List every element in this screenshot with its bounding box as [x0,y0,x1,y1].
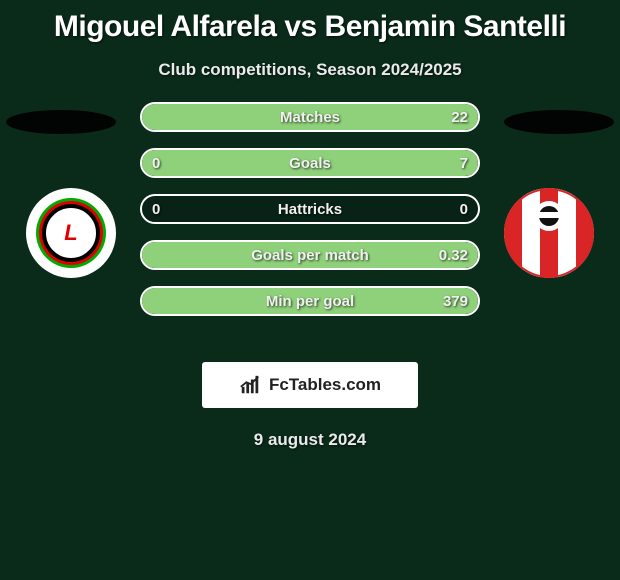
team-badge-left: L [26,188,116,278]
page-title: Migouel Alfarela vs Benjamin Santelli [0,0,620,44]
stat-label: Min per goal [266,293,354,310]
chart-icon [239,374,261,396]
stat-row: 22 Matches [140,102,480,132]
player-right-shadow [504,110,614,134]
stat-row: 0 7 Goals [140,148,480,178]
date-text: 9 august 2024 [0,430,620,450]
team-badge-left-initial: L [42,204,100,262]
team-badge-right [504,188,594,278]
stat-value-right: 379 [443,293,468,310]
brand-box: FcTables.com [202,362,418,408]
stat-value-left: 0 [152,201,160,218]
stat-value-right: 22 [451,109,468,126]
stats-rows: 22 Matches 0 7 Goals 0 0 Hattricks 0.32 Goals per… [140,102,480,316]
stat-row: 0 0 Hattricks [140,194,480,224]
stat-value-right: 0.32 [439,247,468,264]
stat-row: 0.32 Goals per match [140,240,480,270]
stat-label: Hattricks [278,201,342,218]
stat-value-right: 0 [460,201,468,218]
stat-label: Matches [280,109,340,126]
player-left-shadow [6,110,116,134]
stat-value-left: 0 [152,155,160,172]
compare-area: L 22 Matches 0 7 Goals 0 0 Hattricks 0.32 Goals p… [0,110,620,340]
stat-label: Goals per match [251,247,369,264]
stat-row: 379 Min per goal [140,286,480,316]
brand-text: FcTables.com [269,375,381,395]
stat-label: Goals [289,155,331,172]
subtitle: Club competitions, Season 2024/2025 [0,60,620,80]
stat-value-right: 7 [460,155,468,172]
